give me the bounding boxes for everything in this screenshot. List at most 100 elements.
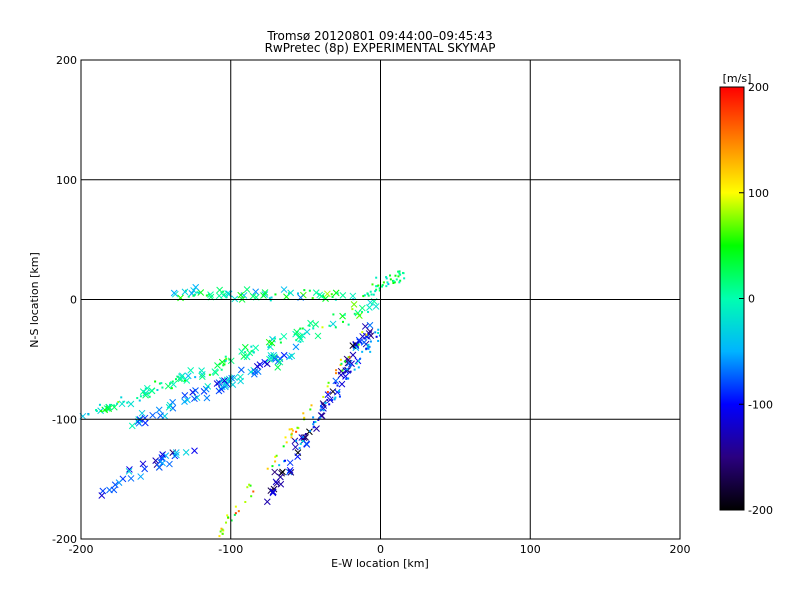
data-point-dot bbox=[267, 346, 270, 349]
colorbar-tick-label: 100 bbox=[748, 187, 769, 200]
data-point-cross bbox=[339, 291, 347, 299]
data-point-dot bbox=[308, 289, 311, 292]
data-point-dot bbox=[221, 532, 224, 535]
data-point-cross bbox=[261, 289, 269, 296]
data-point-cross bbox=[183, 377, 191, 384]
data-point-cross bbox=[213, 380, 221, 387]
data-point-cross bbox=[231, 295, 239, 303]
data-point-dot bbox=[161, 386, 164, 389]
data-point-dot bbox=[205, 294, 208, 297]
data-point-dot bbox=[303, 416, 306, 419]
data-point-dot bbox=[194, 293, 197, 296]
data-point-dot bbox=[171, 380, 174, 383]
data-point-dot bbox=[156, 389, 159, 392]
data-point-dot bbox=[120, 396, 123, 399]
data-point-cross bbox=[202, 385, 210, 393]
data-point-dot bbox=[361, 310, 364, 313]
data-point-cross bbox=[269, 489, 277, 497]
data-point-dot bbox=[187, 295, 190, 298]
data-point-dot bbox=[148, 395, 151, 398]
data-point-cross bbox=[170, 289, 178, 297]
data-point-dot bbox=[136, 397, 139, 400]
data-point-cross bbox=[137, 473, 145, 480]
data-point-cross bbox=[254, 368, 262, 376]
data-point-dot bbox=[139, 395, 142, 398]
data-point-dot bbox=[269, 299, 272, 302]
data-point-dot bbox=[222, 364, 225, 367]
data-point-dot bbox=[347, 377, 350, 380]
data-point-dot bbox=[290, 432, 293, 435]
data-point-dot bbox=[338, 395, 341, 398]
data-point-dot bbox=[385, 285, 388, 288]
data-point-dot bbox=[327, 381, 330, 384]
data-point-cross bbox=[326, 396, 334, 404]
data-point-dot bbox=[372, 293, 375, 296]
data-point-dot bbox=[197, 291, 200, 294]
data-point-dot bbox=[284, 459, 287, 462]
data-point-dot bbox=[274, 293, 277, 296]
data-point-cross bbox=[293, 328, 301, 336]
colorbar-tick-label: -100 bbox=[748, 398, 773, 411]
data-point-cross bbox=[314, 332, 322, 340]
data-point-cross bbox=[238, 348, 246, 355]
x-tick-label: 100 bbox=[520, 543, 541, 556]
data-point-dot bbox=[225, 296, 228, 299]
data-point-cross bbox=[280, 286, 288, 293]
data-point-dot bbox=[290, 428, 293, 431]
data-point-dot bbox=[344, 360, 347, 363]
data-point-cross bbox=[192, 387, 199, 394]
data-point-dot bbox=[399, 273, 402, 276]
data-point-dot bbox=[246, 486, 249, 489]
data-point-cross bbox=[178, 373, 185, 380]
data-point-cross bbox=[312, 289, 320, 297]
y-tick-label: 200 bbox=[56, 54, 77, 67]
data-point-cross bbox=[294, 453, 301, 461]
data-point-dot bbox=[367, 310, 370, 313]
data-point-cross bbox=[169, 404, 177, 412]
data-point-dot bbox=[357, 343, 360, 346]
data-point-dot bbox=[374, 331, 377, 334]
data-point-cross bbox=[303, 328, 311, 336]
data-point-dot bbox=[375, 335, 378, 338]
data-point-dot bbox=[117, 401, 120, 404]
data-point-dot bbox=[234, 505, 237, 508]
data-point-cross bbox=[349, 351, 357, 359]
data-point-dot bbox=[375, 285, 378, 288]
data-point-cross bbox=[110, 403, 118, 411]
data-point-dot bbox=[250, 495, 253, 498]
data-point-dot bbox=[376, 285, 379, 288]
data-point-dot bbox=[319, 408, 322, 411]
chart-title: Tromsø 20120801 09:44:00–09:45:43 bbox=[266, 29, 492, 43]
colorbar-label: [m/s] bbox=[723, 72, 752, 85]
data-point-cross bbox=[141, 465, 149, 473]
data-point-cross bbox=[221, 377, 228, 384]
data-point-dot bbox=[337, 389, 340, 392]
data-point-dot bbox=[361, 331, 364, 334]
data-point-dot bbox=[322, 409, 325, 412]
data-point-cross bbox=[292, 443, 299, 451]
data-point-dot bbox=[385, 277, 388, 280]
data-point-dot bbox=[295, 430, 298, 433]
data-point-cross bbox=[286, 353, 293, 361]
data-point-dot bbox=[366, 292, 369, 295]
data-point-cross bbox=[191, 447, 198, 455]
data-point-cross bbox=[187, 367, 195, 374]
data-point-cross bbox=[291, 437, 299, 445]
x-axis-ticks: -200 -100 0 100 200 bbox=[69, 543, 691, 556]
data-point-cross bbox=[191, 395, 198, 403]
data-point-cross bbox=[159, 451, 166, 458]
data-point-cross bbox=[237, 291, 245, 299]
data-point-dot bbox=[311, 297, 314, 300]
data-point-cross bbox=[159, 459, 166, 467]
data-point-dot bbox=[324, 402, 327, 405]
data-point-cross bbox=[105, 405, 113, 413]
data-point-dot bbox=[312, 416, 315, 419]
data-point-cross bbox=[337, 371, 345, 379]
data-point-dot bbox=[328, 324, 331, 327]
data-point-dot bbox=[381, 285, 384, 288]
data-point-dot bbox=[288, 428, 291, 431]
data-point-dot bbox=[378, 289, 381, 292]
data-point-dot bbox=[250, 350, 253, 353]
data-point-dot bbox=[377, 339, 380, 342]
